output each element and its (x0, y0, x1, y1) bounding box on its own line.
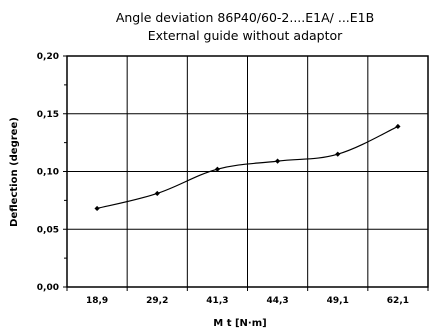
x-tick-labels: 18,9 29,2 41,3 44,3 49,1 62,1 (66, 287, 429, 306)
y-axis-label: Deflection (degree) (9, 117, 20, 227)
data-point (395, 123, 401, 130)
x-tick-label: 18,9 (86, 296, 108, 306)
grid (63, 55, 428, 288)
y-tick-label: 0,20 (37, 52, 59, 62)
x-tick-label: 29,2 (146, 296, 168, 306)
y-tick-labels: 0,00 0,05 0,10 0,15 0,20 (37, 52, 59, 293)
series (94, 123, 401, 212)
x-tick-label: 49,1 (327, 296, 349, 306)
x-axis-label: M t [N·m] (213, 318, 266, 329)
series-line (96, 125, 399, 210)
x-tick-label: 62,1 (387, 296, 409, 306)
y-tick-label: 0,00 (37, 283, 59, 293)
chart-title: Angle deviation 86P40/60-2....E1A/ ...E1… (116, 10, 374, 25)
y-tick-label: 0,05 (37, 225, 59, 235)
data-point (214, 166, 221, 172)
data-point (335, 151, 341, 157)
x-tick-label: 44,3 (266, 296, 288, 306)
y-tick-label: 0,10 (37, 168, 59, 178)
data-point (154, 190, 160, 197)
x-tick-label: 41,3 (206, 296, 228, 306)
data-point (274, 158, 281, 164)
y-tick-label: 0,15 (37, 110, 59, 120)
chart-subtitle: External guide without adaptor (148, 28, 343, 43)
data-point (94, 205, 100, 212)
